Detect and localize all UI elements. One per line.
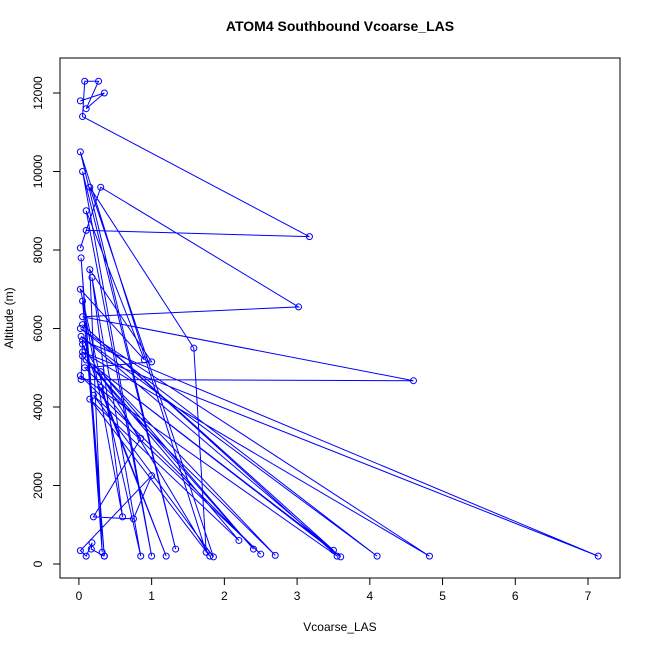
data-point [98, 548, 106, 556]
data-point [79, 336, 87, 344]
x-tick-label: 3 [294, 589, 301, 603]
data-point [79, 113, 87, 121]
data-point [206, 552, 214, 560]
x-tick-label: 4 [366, 589, 373, 603]
data-point [81, 77, 89, 85]
y-tick-label: 10000 [31, 154, 45, 188]
data-point [140, 356, 148, 364]
y-tick-label: 6000 [31, 315, 45, 342]
data-point [88, 273, 96, 281]
x-tick-label: 0 [76, 589, 83, 603]
y-tick-label: 8000 [31, 236, 45, 263]
data-line [79, 80, 599, 558]
data-point [148, 358, 156, 366]
data-point [77, 254, 85, 262]
data-point [76, 372, 84, 380]
data-point [76, 547, 84, 555]
data-point [594, 552, 602, 560]
y-tick-label: 0 [31, 560, 45, 567]
data-point [271, 551, 279, 559]
data-point [81, 364, 89, 372]
data-point [82, 552, 90, 560]
y-tick-label: 12000 [31, 76, 45, 110]
y-tick-label: 2000 [31, 472, 45, 499]
data-point [100, 552, 108, 560]
data-point [202, 548, 210, 556]
data-point [76, 324, 84, 332]
data-point [337, 553, 345, 561]
data-point [79, 297, 87, 305]
data-point [148, 472, 156, 480]
chart-title: ATOM4 Southbound Vcoarse_LAS [226, 18, 454, 34]
data-point [329, 546, 337, 554]
x-tick-label: 5 [439, 589, 446, 603]
data-point [77, 376, 85, 384]
data-point [100, 89, 108, 97]
data-point [79, 313, 87, 321]
data-point [235, 536, 243, 544]
data-point [79, 321, 87, 329]
data-point [305, 233, 313, 241]
y-tick-label: 4000 [31, 393, 45, 420]
data-point [76, 244, 84, 252]
data-point [89, 391, 97, 399]
data-point [86, 395, 94, 403]
data-point [82, 226, 90, 234]
data-point [77, 332, 85, 340]
x-tick-label: 2 [221, 589, 228, 603]
data-point [129, 515, 137, 523]
data-point [76, 285, 84, 293]
x-tick-label: 6 [512, 589, 519, 603]
data-point [82, 207, 90, 215]
data-point [137, 434, 145, 442]
data-point [87, 545, 95, 553]
plot-frame [59, 57, 621, 579]
data-point [79, 340, 87, 348]
data-point [86, 183, 94, 191]
data-point [137, 552, 145, 560]
data-point [86, 266, 94, 274]
data-point [97, 383, 105, 391]
data-point [295, 303, 303, 311]
data-point [97, 183, 105, 191]
x-axis-label: Vcoarse_LAS [303, 620, 376, 634]
data-point [425, 552, 433, 560]
data-point [119, 513, 127, 521]
data-point [209, 553, 217, 561]
data-point [172, 545, 180, 553]
data-point [79, 168, 87, 176]
data-point [95, 77, 103, 85]
data-point [333, 552, 341, 560]
data-point [373, 552, 381, 560]
y-axis-label: Altitude (m) [2, 287, 16, 348]
data-point [162, 552, 170, 560]
data-point [76, 97, 84, 105]
x-tick-label: 7 [585, 589, 592, 603]
data-point [82, 105, 90, 113]
data-point [190, 344, 198, 352]
data-point [79, 352, 87, 360]
data-point [148, 552, 156, 560]
data-point [89, 513, 97, 521]
data-point [249, 545, 257, 553]
data-point [97, 368, 105, 376]
data-point [76, 148, 84, 156]
data-point [82, 356, 90, 364]
data-point [79, 348, 87, 356]
x-tick-label: 1 [148, 589, 155, 603]
data-point [409, 377, 417, 385]
data-point [257, 550, 265, 558]
